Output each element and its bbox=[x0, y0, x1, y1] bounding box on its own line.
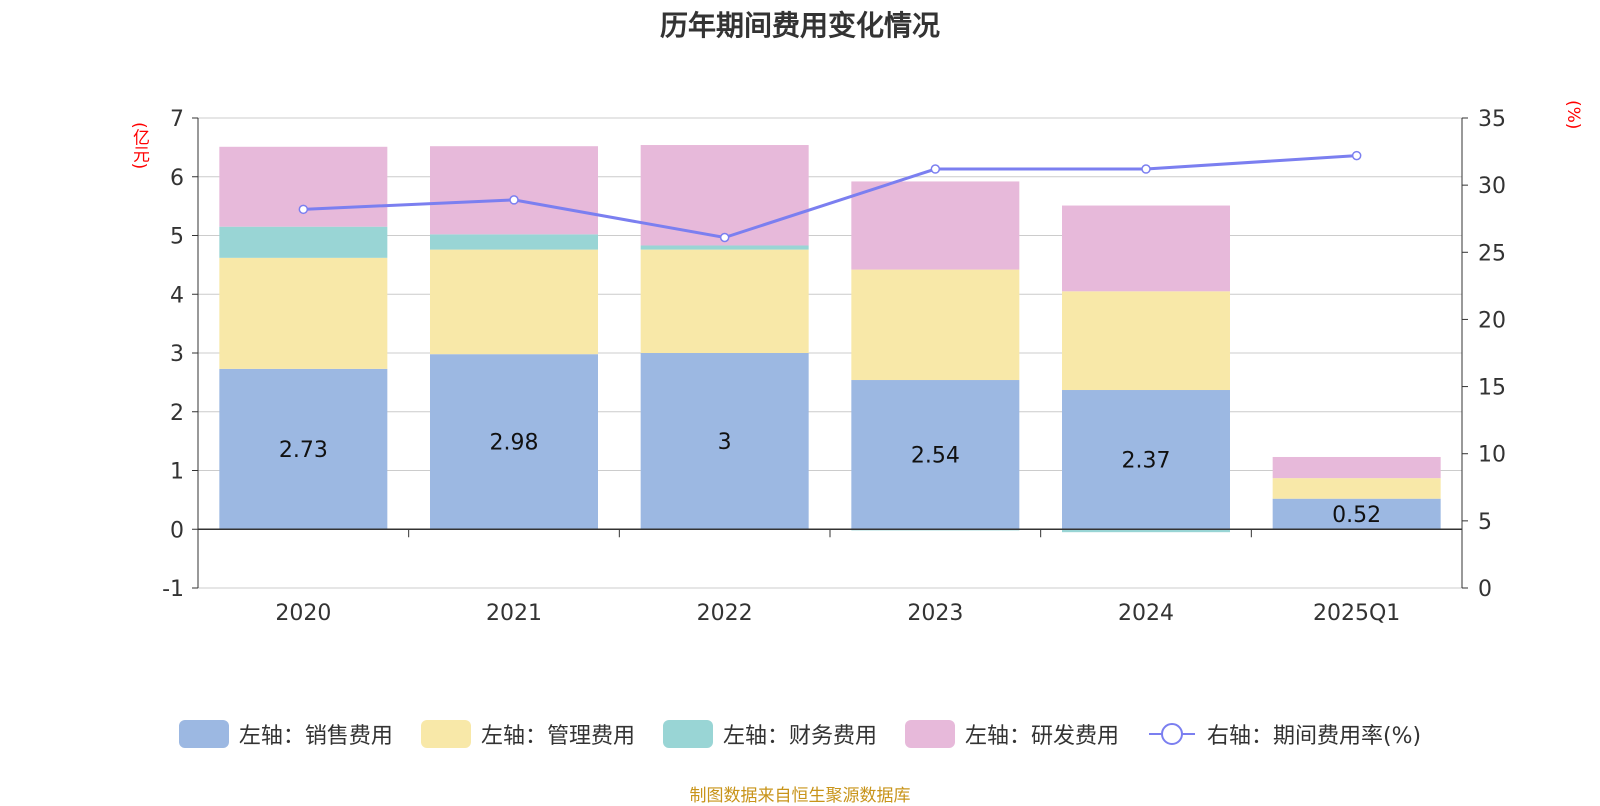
data-source-note: 制图数据来自恒生聚源数据库 bbox=[689, 786, 911, 806]
right-axis-tick-label: 35 bbox=[1478, 107, 1506, 132]
rate-point bbox=[719, 232, 730, 243]
bar-segment bbox=[851, 269, 1020, 381]
bar-segment bbox=[430, 146, 598, 235]
bar-segment bbox=[219, 226, 388, 258]
category-label: 2022 bbox=[697, 601, 753, 626]
right-axis-unit: (%) bbox=[1563, 100, 1583, 130]
bar-segment bbox=[1062, 529, 1230, 533]
legend-swatch-finance bbox=[662, 720, 713, 748]
bar-segment bbox=[219, 146, 388, 227]
category-label: 2020 bbox=[275, 601, 331, 626]
left-axis-tick-label: 0 bbox=[170, 518, 184, 543]
legend-swatch-rd bbox=[904, 720, 955, 748]
right-axis-tick-label: 20 bbox=[1478, 308, 1506, 333]
legend-label-rd: 左轴：研发费用 bbox=[964, 724, 1119, 749]
left-axis-unit: (亿元) bbox=[129, 122, 149, 170]
right-axis-tick-label: 0 bbox=[1478, 577, 1492, 602]
rate-point bbox=[1141, 164, 1151, 174]
rate-point bbox=[1351, 150, 1362, 161]
bar-segment bbox=[640, 145, 809, 246]
right-axis-tick-label: 30 bbox=[1478, 174, 1506, 199]
bar-segment bbox=[640, 249, 809, 353]
left-axis-tick-label: 1 bbox=[170, 460, 184, 485]
legend-item-rate[interactable]: 右轴：期间费用率(%) bbox=[1147, 718, 1421, 750]
legend-item-rd[interactable]: 左轴：研发费用 bbox=[904, 718, 1119, 750]
bar-segment bbox=[1272, 456, 1441, 479]
data-label: 2.73 bbox=[279, 438, 328, 463]
left-axis-tick-label: 2 bbox=[170, 401, 184, 426]
bar-segment bbox=[851, 181, 1020, 270]
left-axis-tick-label: -1 bbox=[162, 577, 184, 602]
legend-label-rate: 右轴：期间费用率(%) bbox=[1206, 724, 1422, 749]
legend: 左轴：销售费用 左轴：管理费用 左轴：财务费用 左轴：研发费用 右轴：期间费用率… bbox=[0, 718, 1600, 750]
legend-label-admin: 左轴：管理费用 bbox=[480, 724, 635, 749]
bar-segment bbox=[1272, 498, 1441, 530]
legend-swatch-sales bbox=[178, 720, 229, 748]
bar-segment bbox=[430, 354, 598, 530]
right-axis-tick-label: 15 bbox=[1478, 376, 1506, 401]
bar-segment bbox=[1062, 291, 1230, 391]
data-label: 0.52 bbox=[1332, 503, 1381, 528]
category-label: 2025Q1 bbox=[1313, 601, 1400, 626]
bar-segment bbox=[640, 245, 809, 250]
data-label: 2.98 bbox=[490, 431, 539, 456]
right-axis-tick-label: 10 bbox=[1478, 443, 1506, 468]
bar-segment bbox=[430, 234, 598, 250]
bar-segment bbox=[640, 353, 809, 530]
legend-swatch-admin bbox=[420, 720, 471, 748]
rate-point bbox=[930, 164, 941, 174]
data-label: 3 bbox=[718, 430, 732, 455]
bar-segment bbox=[1062, 205, 1230, 292]
bar-segment bbox=[851, 380, 1020, 530]
right-axis-tick-label: 5 bbox=[1478, 510, 1492, 535]
rate-point bbox=[509, 195, 519, 205]
left-axis-tick-label: 3 bbox=[170, 342, 184, 367]
left-axis-tick-label: 7 bbox=[170, 107, 184, 132]
rate-line bbox=[303, 154, 1357, 240]
legend-line-marker-icon bbox=[1148, 723, 1195, 745]
legend-label-finance: 左轴：财务费用 bbox=[722, 724, 877, 749]
left-axis-tick-label: 6 bbox=[170, 166, 184, 191]
left-axis-tick-label: 5 bbox=[170, 225, 184, 250]
category-label: 2024 bbox=[1118, 601, 1174, 626]
data-label: 2.37 bbox=[1122, 449, 1171, 474]
bar-segment bbox=[219, 257, 388, 369]
bar-segment bbox=[430, 249, 598, 355]
right-axis-tick-label: 25 bbox=[1478, 241, 1506, 266]
legend-item-sales[interactable]: 左轴：销售费用 bbox=[178, 718, 393, 750]
bar-segment bbox=[1272, 478, 1441, 499]
left-axis-tick-label: 4 bbox=[170, 283, 184, 308]
rate-point bbox=[298, 204, 309, 215]
category-label: 2023 bbox=[907, 601, 963, 626]
legend-item-finance[interactable]: 左轴：财务费用 bbox=[662, 718, 877, 750]
category-label: 2021 bbox=[486, 601, 542, 626]
bar-segment bbox=[1062, 390, 1230, 530]
bar-segment bbox=[219, 368, 388, 530]
chart-title: 历年期间费用变化情况 bbox=[659, 9, 940, 42]
legend-item-admin[interactable]: 左轴：管理费用 bbox=[420, 718, 635, 750]
data-label: 2.54 bbox=[911, 444, 960, 469]
legend-label-sales: 左轴：销售费用 bbox=[238, 724, 393, 749]
